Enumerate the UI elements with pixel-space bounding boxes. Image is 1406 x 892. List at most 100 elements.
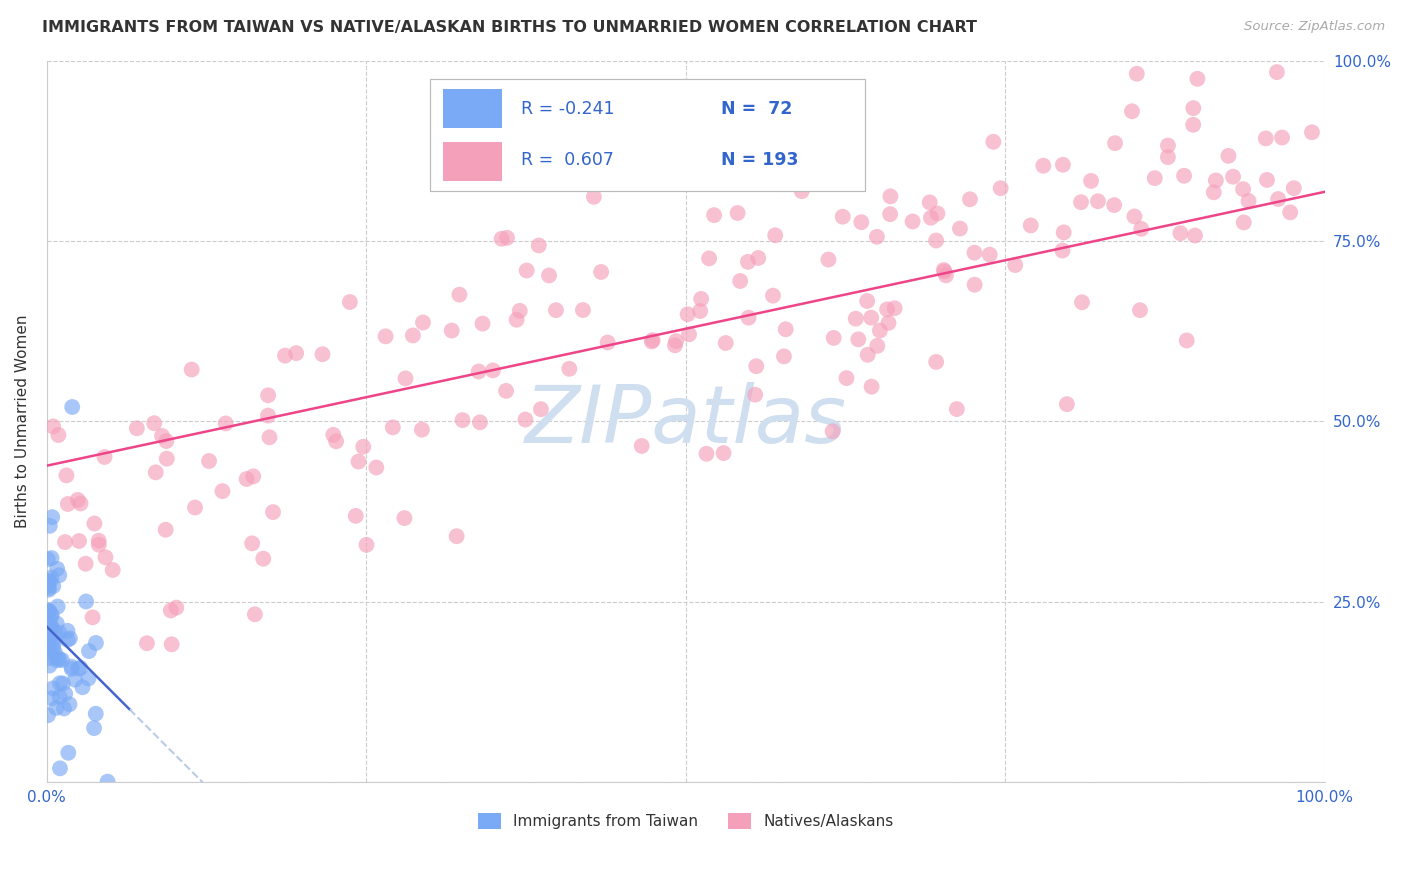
Point <box>45 701 67 715</box>
Point <box>664 338 686 352</box>
Point <box>1232 182 1254 196</box>
Point <box>84 706 107 721</box>
Point <box>1129 303 1152 318</box>
Point <box>344 508 367 523</box>
Point <box>93 450 115 464</box>
Point <box>515 412 537 426</box>
Point <box>347 454 370 468</box>
Point <box>42 640 65 655</box>
Point <box>714 336 737 351</box>
Point <box>84 636 107 650</box>
Point <box>48 690 70 704</box>
Point <box>53 535 76 549</box>
Point <box>1175 334 1198 348</box>
Point <box>39 609 62 624</box>
Point <box>665 334 688 348</box>
Point <box>37 552 59 566</box>
Point <box>877 316 900 330</box>
Point <box>38 644 60 658</box>
Point <box>1271 130 1294 145</box>
Point <box>763 228 786 243</box>
Point <box>860 380 883 394</box>
Point <box>352 440 374 454</box>
Point <box>52 676 75 690</box>
Point <box>883 301 905 316</box>
Point <box>41 620 63 634</box>
Point <box>1173 169 1195 183</box>
Point <box>1032 159 1054 173</box>
Point <box>728 274 751 288</box>
Point <box>53 687 76 701</box>
Point <box>38 632 60 646</box>
Point <box>394 371 416 385</box>
Point <box>879 189 901 203</box>
Text: ZIPatlas: ZIPatlas <box>524 383 846 460</box>
Point <box>963 277 986 292</box>
Point <box>48 652 70 666</box>
Point <box>596 335 619 350</box>
Point <box>530 402 553 417</box>
Point <box>58 746 80 760</box>
Point <box>374 329 396 343</box>
Point <box>55 468 77 483</box>
Point <box>402 328 425 343</box>
Point <box>37 638 59 652</box>
Point <box>1170 226 1192 240</box>
Point <box>41 620 63 634</box>
Point <box>1301 125 1323 139</box>
Point <box>356 538 378 552</box>
Point <box>959 192 981 206</box>
Legend: Immigrants from Taiwan, Natives/Alaskans: Immigrants from Taiwan, Natives/Alaskans <box>471 807 900 835</box>
Point <box>925 355 948 369</box>
Point <box>37 573 59 587</box>
Point <box>1222 169 1244 184</box>
Point <box>45 616 67 631</box>
Point <box>252 551 274 566</box>
Point <box>53 701 76 715</box>
Point <box>516 263 538 277</box>
Point <box>48 428 70 442</box>
Point <box>737 255 759 269</box>
Point <box>412 316 434 330</box>
Point <box>37 708 59 723</box>
Point <box>1123 210 1146 224</box>
Point <box>495 384 517 398</box>
Point <box>41 691 63 706</box>
Point <box>901 214 924 228</box>
Point <box>925 234 948 248</box>
Point <box>918 195 941 210</box>
Point <box>38 581 60 595</box>
Point <box>835 371 858 385</box>
Point <box>983 135 1005 149</box>
Point <box>572 303 595 318</box>
Point <box>67 534 90 549</box>
Point <box>41 551 63 566</box>
Point <box>821 425 844 439</box>
Point <box>695 447 717 461</box>
Point <box>860 310 883 325</box>
Point <box>87 538 110 552</box>
Point <box>165 600 187 615</box>
Point <box>1019 219 1042 233</box>
Point <box>1202 186 1225 200</box>
Point <box>747 251 769 265</box>
Point <box>949 221 972 235</box>
Point <box>1182 118 1205 132</box>
Point <box>125 421 148 435</box>
Point <box>155 434 177 448</box>
Point <box>866 229 889 244</box>
Point <box>41 510 63 524</box>
Point <box>1052 244 1074 258</box>
Point <box>451 413 474 427</box>
Point <box>75 594 97 608</box>
Point <box>60 659 83 673</box>
Point <box>527 238 550 252</box>
Point <box>775 322 797 336</box>
Point <box>48 625 70 640</box>
Point <box>325 434 347 449</box>
Point <box>394 511 416 525</box>
Point <box>257 409 280 423</box>
Point <box>869 324 891 338</box>
Point <box>505 312 527 326</box>
Point <box>990 181 1012 195</box>
